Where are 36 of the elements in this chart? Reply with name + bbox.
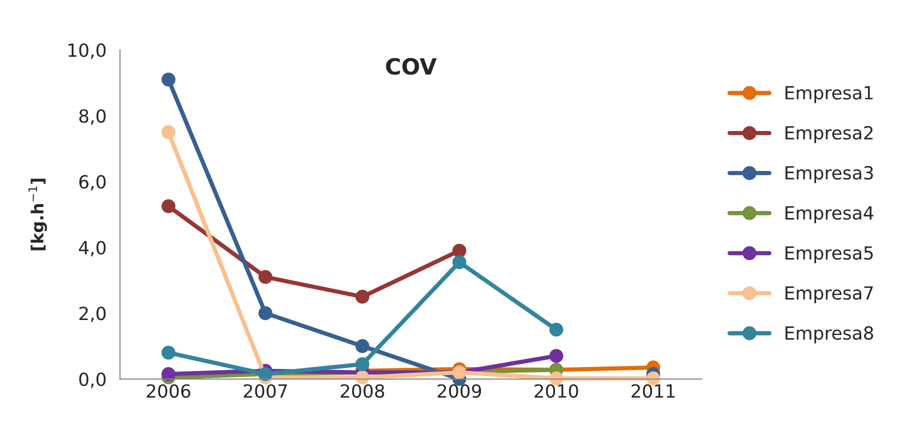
point xyxy=(162,346,176,360)
legend-label: Empresa2 xyxy=(786,126,873,144)
y-tick-label: 2,0 xyxy=(79,306,106,322)
point xyxy=(162,72,176,86)
point xyxy=(258,306,272,320)
legend-label: Empresa4 xyxy=(786,206,874,224)
point xyxy=(355,339,370,354)
x-tick-label: 2010 xyxy=(534,384,578,398)
y-axis-title: [kg.h$^{−1}$] xyxy=(28,178,47,250)
point xyxy=(549,349,564,363)
y-tick-label: 4,0 xyxy=(78,240,106,256)
legend-label: Empresa3 xyxy=(786,166,873,184)
y-tick-label: 10,0 xyxy=(68,43,106,59)
legend-label: Empresa8 xyxy=(786,326,874,344)
y-tick-label: 6,0 xyxy=(79,175,106,191)
x-tick-label: 2007 xyxy=(244,384,287,398)
point xyxy=(355,290,370,304)
point xyxy=(162,199,176,214)
chart-title: COV xyxy=(386,58,437,75)
x-tick-label: 2009 xyxy=(438,384,482,398)
point xyxy=(258,270,272,284)
point xyxy=(355,370,370,384)
x-tick-label: 2006 xyxy=(146,384,190,398)
x-tick-label: 2011 xyxy=(632,384,675,398)
point xyxy=(452,244,466,258)
point xyxy=(452,255,466,270)
point xyxy=(355,357,370,372)
legend-label: Empresa1 xyxy=(786,86,873,104)
point xyxy=(549,322,564,337)
y-tick-label: 8,0 xyxy=(79,109,106,125)
y-tick-label: 0,0 xyxy=(79,372,106,388)
point xyxy=(162,367,176,382)
x-tick-label: 2008 xyxy=(340,384,384,398)
legend-label: Empresa5 xyxy=(786,246,873,264)
legend-label: Empresa7 xyxy=(786,286,873,304)
point xyxy=(162,125,176,140)
